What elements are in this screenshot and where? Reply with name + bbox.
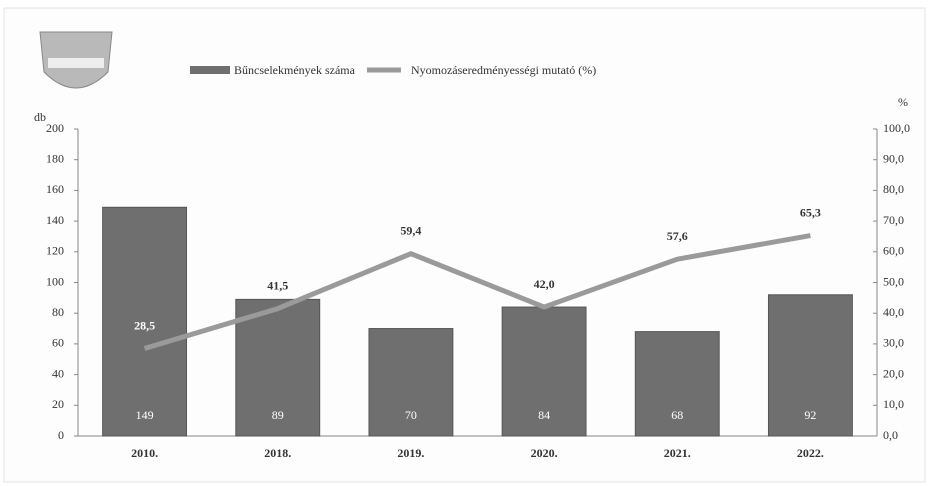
x-tick-label: 2022. [797, 446, 824, 460]
line-value-label: 42,0 [534, 277, 555, 291]
y-tick-label: 0 [58, 428, 64, 442]
bar [368, 328, 454, 437]
bar [501, 306, 587, 437]
legend-swatch [190, 66, 230, 74]
y-axis-label: db [34, 110, 46, 124]
y2-tick-label: 40,0 [883, 305, 904, 319]
y2-tick-label: 100,0 [883, 121, 910, 135]
line-value-label: 41,5 [267, 278, 288, 292]
y-tick-label: 60 [52, 336, 64, 350]
y-tick-label: 40 [52, 366, 64, 380]
bar [235, 298, 321, 437]
y2-tick-label: 20,0 [883, 366, 904, 380]
y2-tick-label: 0,0 [883, 428, 898, 442]
y-tick-label: 160 [46, 182, 64, 196]
bar-value-label: 70 [405, 408, 417, 422]
y-tick-label: 20 [52, 397, 64, 411]
bar [102, 206, 188, 437]
line-value-label: 28,5 [134, 318, 155, 332]
y2-tick-label: 30,0 [883, 336, 904, 350]
y-tick-label: 200 [46, 121, 64, 135]
bar-value-label: 89 [272, 408, 284, 422]
x-tick-label: 2018. [264, 446, 291, 460]
legend-label: Nyomozáseredményességi mutató (%) [411, 63, 596, 77]
y-tick-label: 120 [46, 244, 64, 258]
legend-label: Bűncselekmények száma [234, 63, 356, 77]
x-tick-label: 2020. [531, 446, 558, 460]
bar [767, 294, 853, 437]
bar-value-label: 149 [136, 408, 154, 422]
y-tick-label: 80 [52, 305, 64, 319]
line [143, 233, 811, 351]
line-value-label: 59,4 [400, 223, 421, 237]
y2-tick-label: 80,0 [883, 182, 904, 196]
x-tick-label: 2010. [131, 446, 158, 460]
line-value-label: 57,6 [667, 229, 688, 243]
logo [39, 31, 113, 89]
y2-tick-label: 60,0 [883, 244, 904, 258]
bar-value-label: 84 [538, 408, 550, 422]
y2-tick-label: 70,0 [883, 213, 904, 227]
y-tick-label: 100 [46, 274, 64, 288]
y-tick-label: 180 [46, 151, 64, 165]
y2-axis-label: % [898, 95, 908, 109]
y2-tick-label: 50,0 [883, 274, 904, 288]
y2-tick-label: 90,0 [883, 151, 904, 165]
x-tick-label: 2021. [664, 446, 691, 460]
line-value-label: 65,3 [800, 205, 821, 219]
x-tick-label: 2019. [397, 446, 424, 460]
bar [634, 331, 720, 437]
bar-value-label: 68 [671, 408, 683, 422]
y2-tick-label: 10,0 [883, 397, 904, 411]
y-tick-label: 140 [46, 213, 64, 227]
bar-value-label: 92 [804, 408, 816, 422]
